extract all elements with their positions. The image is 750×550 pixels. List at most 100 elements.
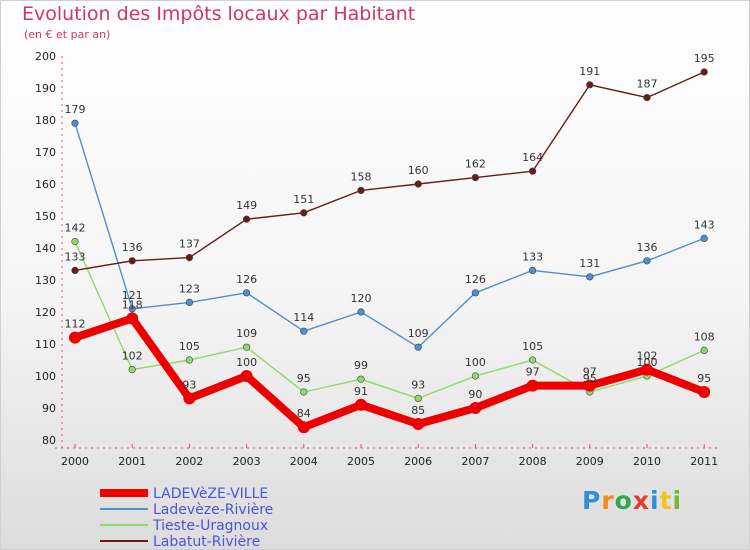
logo-letter: x — [632, 486, 650, 515]
data-point — [471, 174, 480, 182]
data-point — [586, 273, 594, 281]
legend-label: LADEVèZE-VILLE — [153, 486, 268, 502]
y-tick-label: 190 — [35, 82, 56, 95]
series-line — [74, 71, 705, 272]
data-label: 109 — [236, 327, 257, 340]
x-tick-label: 2005 — [347, 455, 375, 468]
logo-letter: i — [650, 486, 660, 515]
data-label: 162 — [465, 158, 486, 171]
data-label: 126 — [236, 273, 257, 286]
data-label: 91 — [354, 385, 368, 398]
data-point — [700, 234, 708, 242]
legend-label: Ladevèze-Rivière — [153, 502, 273, 518]
logo-letter: P — [582, 486, 602, 515]
data-point — [126, 312, 139, 325]
series-line — [74, 241, 705, 400]
chart-subtitle: (en € et par an) — [24, 28, 111, 41]
data-label: 137 — [179, 238, 200, 251]
data-label: 95 — [297, 372, 311, 385]
data-label: 90 — [468, 388, 482, 401]
x-tick-label: 2000 — [61, 455, 89, 468]
data-point — [412, 418, 425, 430]
data-point — [528, 356, 537, 364]
y-tick-label: 160 — [35, 178, 56, 191]
data-point — [414, 343, 422, 351]
data-point — [185, 254, 193, 262]
x-tick-label: 2004 — [290, 455, 318, 468]
x-tick-label: 2009 — [576, 455, 604, 468]
data-label: 112 — [65, 318, 86, 331]
data-label: 93 — [411, 378, 425, 391]
data-label: 126 — [465, 273, 486, 286]
data-point — [583, 379, 596, 392]
data-point — [586, 81, 594, 89]
data-label: 100 — [637, 356, 658, 369]
data-point — [526, 379, 539, 392]
data-label: 160 — [408, 164, 429, 177]
y-tick-label: 100 — [35, 370, 56, 383]
data-label: 97 — [583, 366, 597, 379]
data-point — [128, 366, 136, 374]
y-tick-label: 180 — [35, 114, 56, 127]
data-point — [471, 372, 480, 380]
y-tick-label: 130 — [35, 274, 56, 287]
data-point — [243, 215, 251, 223]
data-point — [357, 308, 365, 316]
data-label: 179 — [65, 103, 86, 116]
data-point — [69, 331, 81, 344]
x-tick-label: 2002 — [175, 455, 203, 468]
logo-letter: t — [659, 486, 673, 515]
data-label: 187 — [637, 78, 658, 91]
data-point — [643, 257, 651, 265]
data-point — [128, 305, 136, 313]
x-tick-label: 2011 — [690, 455, 718, 468]
data-point — [71, 119, 79, 127]
series-line — [74, 122, 705, 348]
y-tick-label: 140 — [35, 242, 56, 255]
data-point — [700, 346, 708, 355]
logo-letter: r — [601, 486, 615, 515]
legend-label: Tieste-Uragnoux — [152, 518, 268, 534]
data-label: 99 — [354, 359, 368, 372]
data-point — [185, 356, 193, 364]
data-label: 100 — [465, 356, 486, 369]
data-label: 143 — [694, 218, 715, 231]
data-point — [183, 392, 196, 405]
y-tick-label: 110 — [35, 338, 56, 351]
data-point — [698, 386, 711, 398]
data-point — [357, 186, 365, 194]
data-point — [297, 421, 310, 434]
y-tick-label: 150 — [35, 210, 56, 223]
data-point — [641, 363, 653, 376]
data-label: 100 — [236, 356, 257, 369]
y-tick-label: 170 — [35, 146, 56, 159]
data-label: 191 — [579, 65, 600, 78]
chart-series — [69, 68, 711, 434]
data-label: 102 — [122, 350, 143, 363]
data-label: 123 — [179, 282, 200, 295]
data-point — [414, 180, 422, 188]
data-label: 105 — [179, 340, 200, 353]
x-tick-label: 2007 — [461, 455, 489, 468]
data-point — [471, 289, 480, 297]
x-tick-label: 2001 — [118, 455, 146, 468]
data-label: 195 — [694, 52, 715, 65]
data-label: 158 — [351, 170, 372, 183]
chart-axes: 80 90 100 110 120 130 140 150 160 170 180 190 200 200… — [35, 50, 720, 468]
data-label: 108 — [694, 330, 715, 343]
data-point — [300, 388, 308, 396]
data-label: 93 — [182, 378, 196, 391]
data-label: 120 — [351, 292, 372, 305]
x-tick-label: 2006 — [404, 455, 432, 468]
data-label: 84 — [297, 407, 311, 420]
data-point — [300, 209, 308, 217]
data-point — [528, 266, 537, 275]
data-point — [528, 167, 537, 175]
y-tick-label: 200 — [35, 50, 56, 63]
data-point — [355, 398, 367, 411]
legend-label: Labatut-Rivière — [153, 534, 260, 550]
data-label: 164 — [522, 151, 543, 164]
data-label: 133 — [522, 250, 543, 263]
y-tick-label: 90 — [42, 402, 56, 415]
